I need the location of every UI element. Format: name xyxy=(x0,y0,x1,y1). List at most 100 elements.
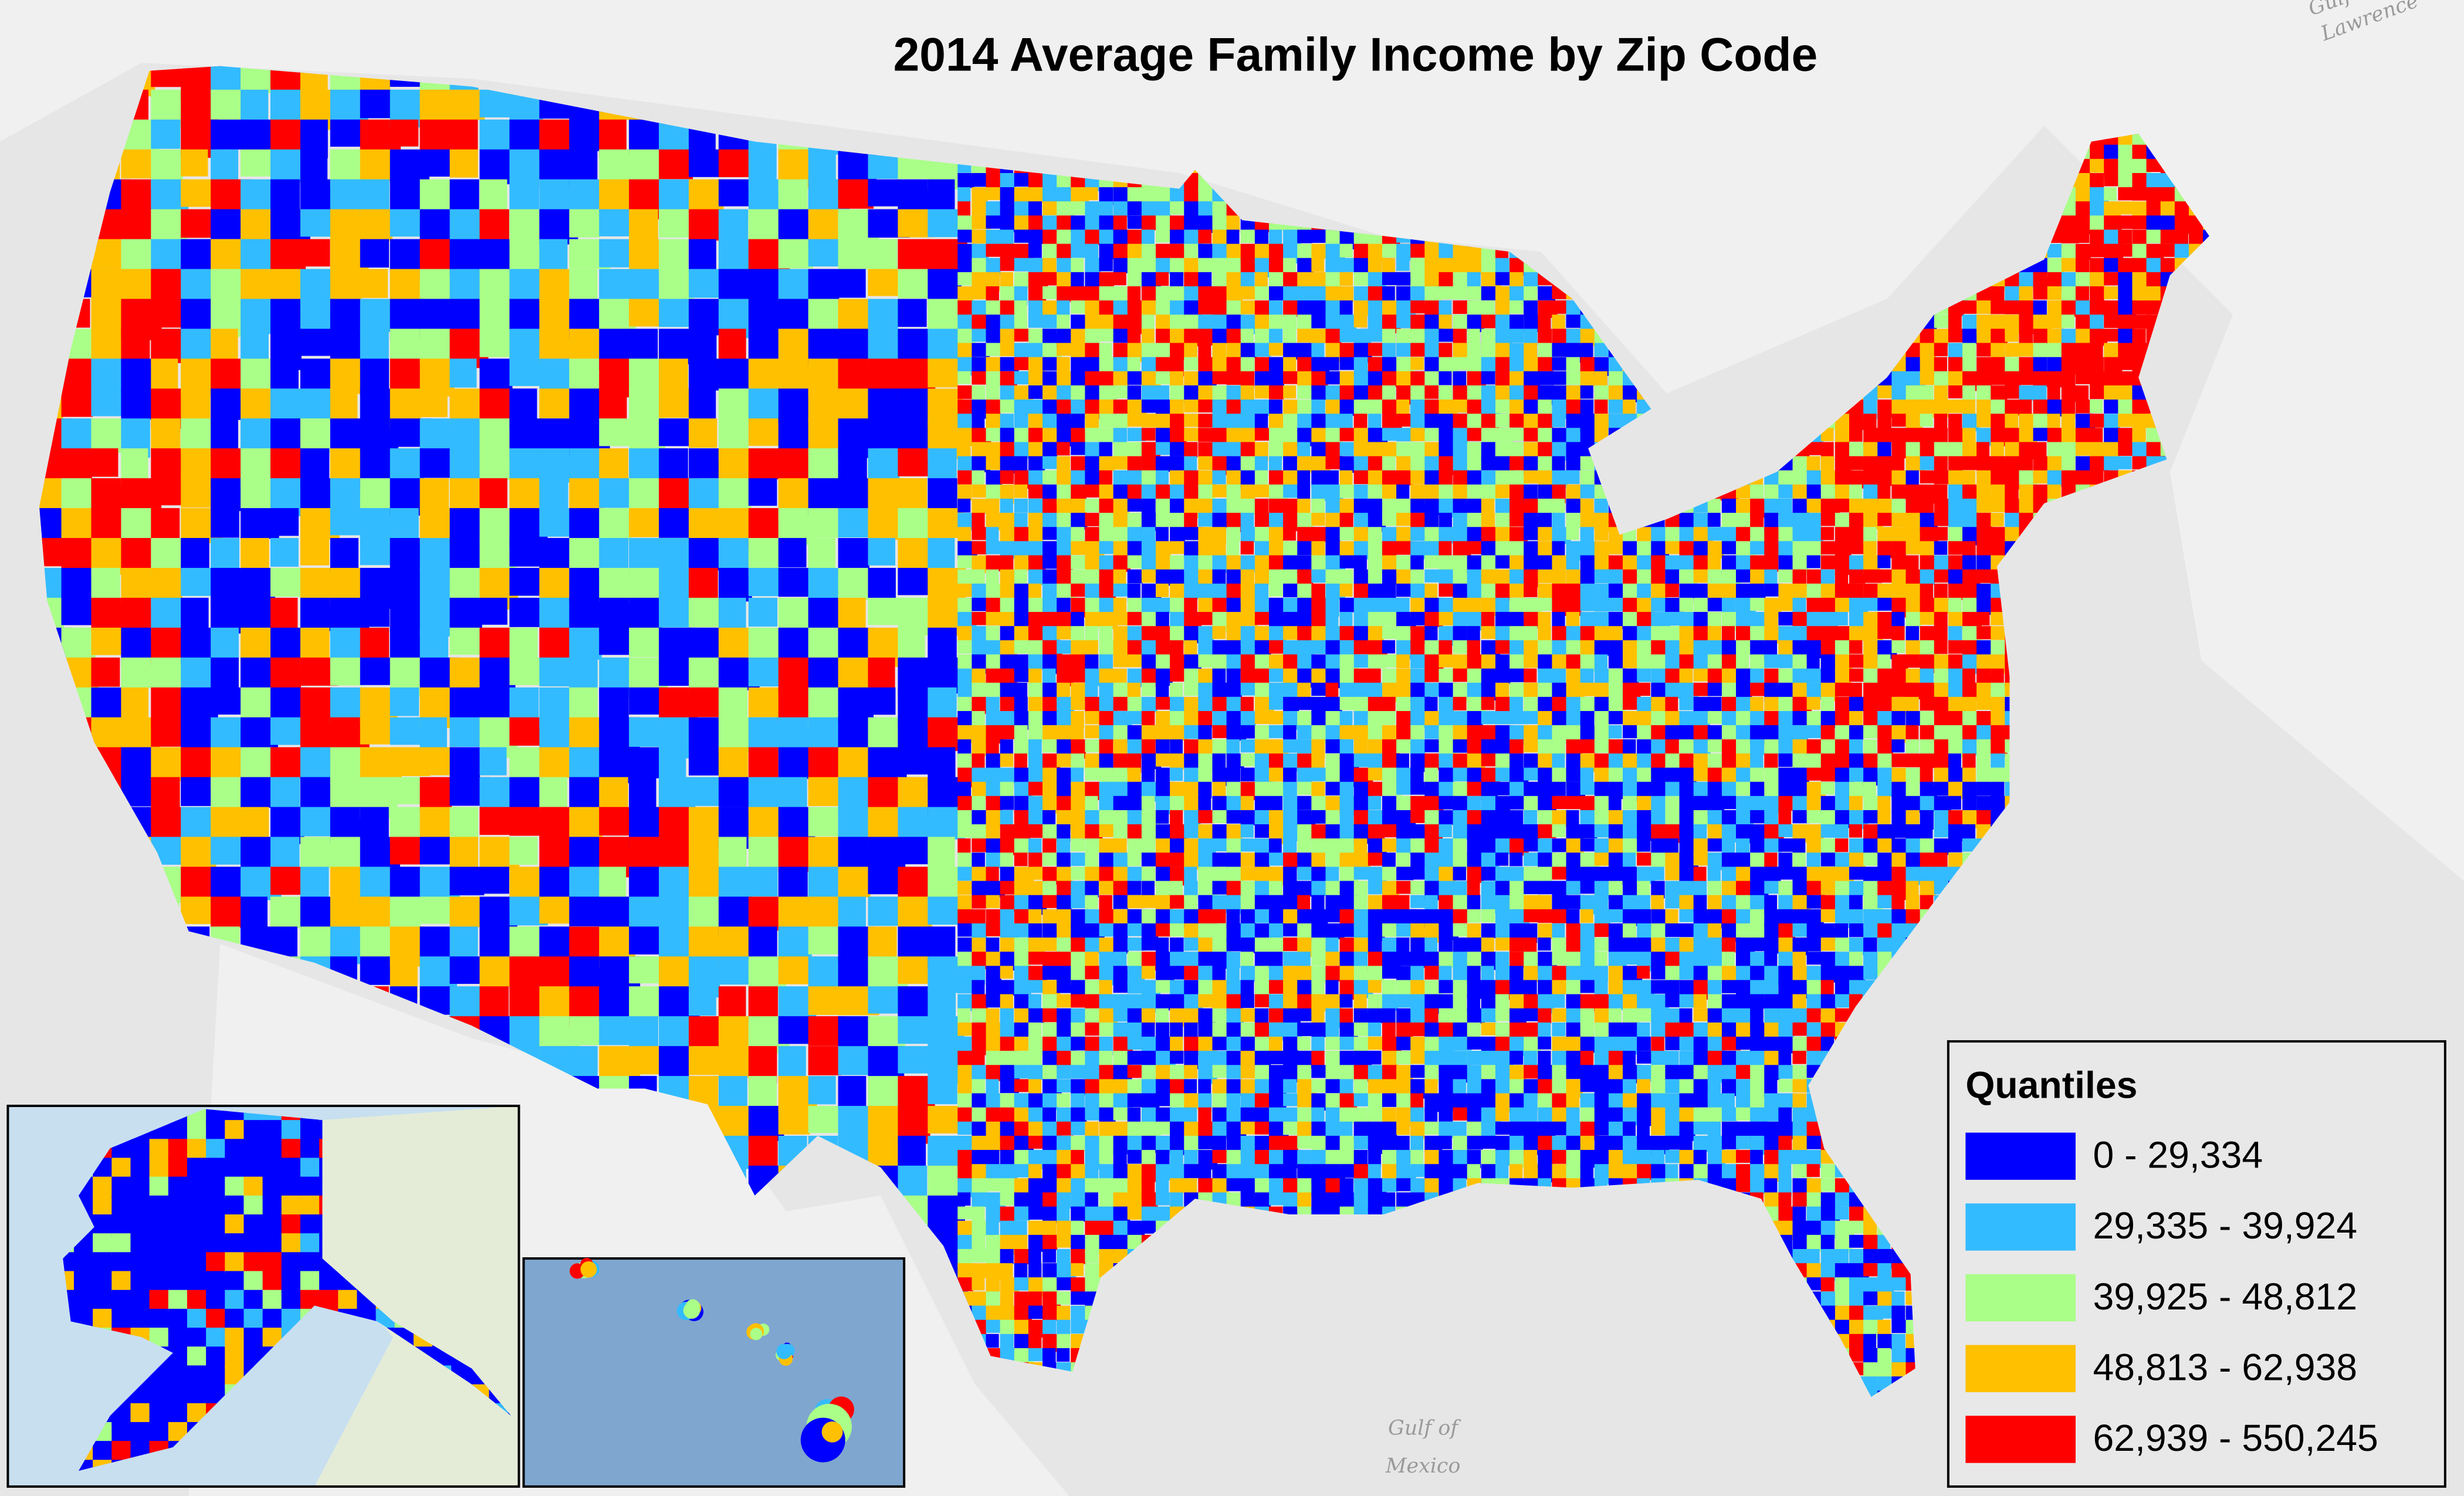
zip-area xyxy=(1028,300,1045,316)
zip-area xyxy=(479,478,507,513)
zip-area xyxy=(1156,1192,1170,1206)
zip-area xyxy=(986,1277,1000,1294)
zip-area xyxy=(1099,824,1115,837)
zip-area xyxy=(1141,201,1158,217)
zip-area xyxy=(1043,1319,1057,1334)
zip-area xyxy=(1368,400,1383,414)
zip-area xyxy=(1453,739,1467,753)
zip-area xyxy=(1000,1051,1016,1066)
zip-area xyxy=(1028,1348,1043,1362)
zip-area xyxy=(1099,937,1115,953)
zip-area xyxy=(121,657,157,689)
zip-area xyxy=(1311,881,1326,896)
zip-area xyxy=(1057,923,1074,940)
zip-area xyxy=(181,538,209,573)
zip-area xyxy=(449,867,485,896)
zip-area xyxy=(1043,881,1057,897)
zip-area xyxy=(986,428,1002,442)
zip-area xyxy=(1127,640,1142,656)
zip-area xyxy=(1268,725,1286,739)
zip-area xyxy=(928,1106,963,1134)
zip-area xyxy=(1113,272,1126,286)
zip-area xyxy=(539,926,570,958)
zip-area xyxy=(1424,569,1440,583)
zip-area xyxy=(509,627,538,659)
zip-area xyxy=(718,388,752,424)
zip-area xyxy=(1240,696,1254,712)
zip-area xyxy=(1099,1107,1116,1123)
zip-area xyxy=(1057,1291,1071,1305)
zip-area xyxy=(1268,583,1283,597)
zip-area xyxy=(151,358,178,391)
zip-area xyxy=(1254,994,1270,1007)
zip-area xyxy=(1311,937,1327,953)
zip-area xyxy=(1424,753,1440,770)
zip-area xyxy=(1226,796,1241,812)
zip-area xyxy=(1043,1065,1058,1081)
zip-area xyxy=(1368,796,1382,810)
zip-area xyxy=(1170,527,1185,543)
zip-area xyxy=(1339,994,1353,1008)
zip-area xyxy=(1439,1135,1452,1149)
zip-area xyxy=(479,179,507,212)
zip-area xyxy=(1000,286,1016,303)
zip-area xyxy=(300,418,330,453)
zip-area xyxy=(1071,725,1084,742)
zip-area xyxy=(1240,527,1257,543)
zip-area xyxy=(1085,583,1101,598)
zip-area xyxy=(1028,682,1044,698)
zip-area xyxy=(1085,527,1102,541)
zip-area xyxy=(1000,272,1014,286)
zip-area xyxy=(1283,1107,1298,1123)
zip-area xyxy=(1170,966,1184,980)
zip-area xyxy=(1212,725,1227,739)
zip-area xyxy=(1184,668,1200,683)
zip-area xyxy=(1325,513,1340,530)
zip-area xyxy=(688,1046,721,1075)
zip-area xyxy=(479,687,510,718)
zip-area xyxy=(1467,597,1481,612)
zip-area xyxy=(1000,753,1014,767)
zip-area xyxy=(1325,527,1341,542)
zip-area xyxy=(1325,640,1341,656)
zip-area xyxy=(360,239,390,268)
zip-area xyxy=(1410,824,1427,839)
zip-area xyxy=(1424,385,1439,399)
zip-area xyxy=(1127,1051,1144,1065)
zip-area xyxy=(1339,1008,1353,1024)
zip-area xyxy=(1113,796,1129,811)
zip-area xyxy=(390,837,422,865)
zip-area xyxy=(1028,172,1044,189)
zip-area xyxy=(1043,1206,1057,1223)
zip-area xyxy=(1311,781,1325,798)
zip-area xyxy=(1268,286,1284,301)
zip-area xyxy=(1226,229,1240,246)
zip-area xyxy=(1085,994,1101,1011)
zip-area xyxy=(330,209,364,242)
zip-area xyxy=(1000,966,1013,979)
zip-area xyxy=(898,896,933,931)
zip-area xyxy=(1382,767,1399,782)
zip-area xyxy=(1057,243,1071,259)
zip-area xyxy=(330,867,364,898)
zip-area xyxy=(1014,838,1029,854)
zip-area xyxy=(1382,555,1399,571)
zip-area xyxy=(1156,767,1170,783)
zip-area xyxy=(1170,852,1186,867)
zip-area xyxy=(1410,357,1424,370)
zip-area xyxy=(1212,371,1228,385)
zip-area xyxy=(1014,1107,1031,1124)
zip-area xyxy=(1000,994,1013,1009)
zip-area xyxy=(1339,442,1354,456)
zip-area xyxy=(1410,329,1426,344)
zip-area xyxy=(300,807,336,837)
zip-area xyxy=(1453,258,1468,275)
zip-area xyxy=(1198,583,1214,600)
zip-area xyxy=(569,478,604,511)
zip-area xyxy=(1382,1178,1399,1192)
zip-area xyxy=(1339,1178,1353,1193)
zip-area xyxy=(1014,923,1031,937)
zip-area xyxy=(1240,286,1257,300)
zip-area xyxy=(1396,937,1410,952)
zip-area xyxy=(1028,994,1041,1010)
